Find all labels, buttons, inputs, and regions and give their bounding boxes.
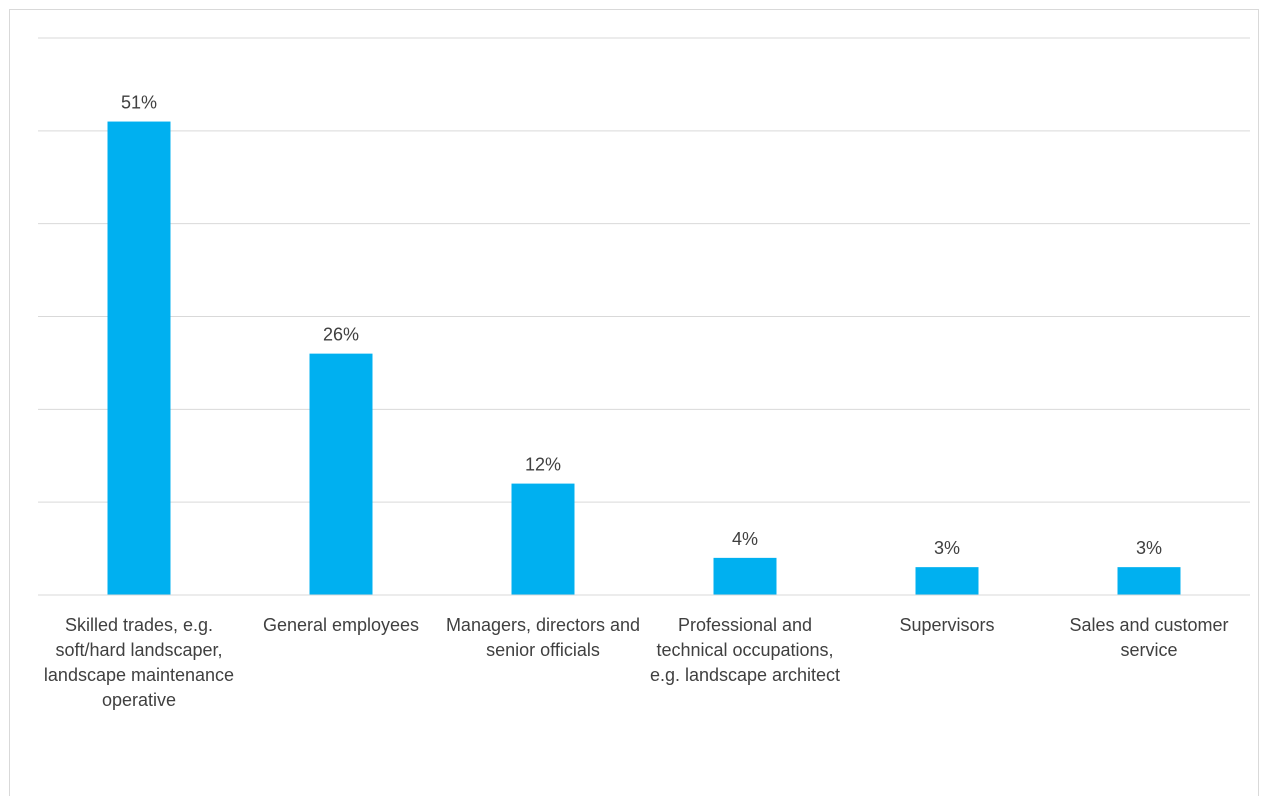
bar-0: [108, 122, 171, 595]
category-label-5: Sales and customer service: [1047, 613, 1251, 663]
bar-4: [916, 567, 979, 595]
gridlines: [38, 38, 1250, 502]
bar-3: [714, 558, 777, 595]
data-label-4: 3%: [934, 538, 960, 558]
data-label-0: 51%: [121, 93, 157, 113]
data-label-3: 4%: [732, 529, 758, 549]
category-label-0: Skilled trades, e.g. soft/hard landscape…: [37, 613, 241, 713]
data-labels: 51% 26% 12% 4% 3% 3%: [121, 93, 1162, 559]
bar-5: [1118, 567, 1181, 595]
data-label-5: 3%: [1136, 538, 1162, 558]
bar-1: [310, 354, 373, 595]
bars: [108, 122, 1181, 595]
data-label-1: 26%: [323, 325, 359, 345]
category-label-2: Managers, directors and senior officials: [441, 613, 645, 663]
category-label-3: Professional and technical occupations, …: [643, 613, 847, 688]
data-label-2: 12%: [525, 455, 561, 475]
bar-2: [512, 484, 575, 595]
category-label-1: General employees: [239, 613, 443, 638]
category-label-4: Supervisors: [845, 613, 1049, 638]
